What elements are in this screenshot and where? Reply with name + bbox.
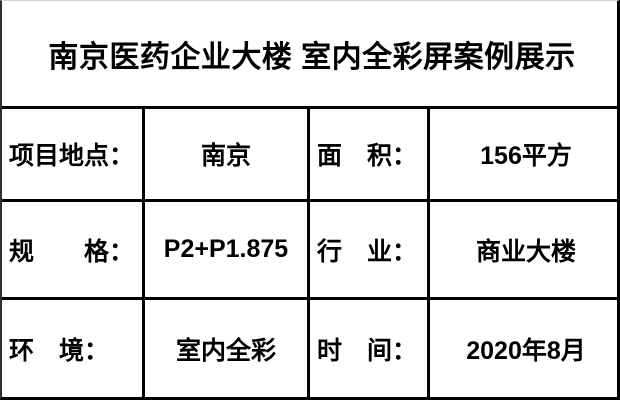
label-time: 时 间：: [307, 297, 427, 397]
label-spec: 规 格：: [2, 199, 142, 297]
value-industry: 商业大楼: [427, 199, 617, 297]
table-title: 南京医药企业大楼 室内全彩屏案例展示: [48, 40, 576, 74]
value-area: 156平方: [427, 106, 617, 199]
label-project-location: 项目地点：: [2, 106, 142, 199]
label-environment: 环 境：: [2, 297, 142, 397]
label-area: 面 积：: [307, 106, 427, 199]
label-industry: 行 业：: [307, 199, 427, 297]
value-project-location: 南京: [142, 106, 307, 199]
value-environment: 室内全彩: [142, 297, 307, 397]
value-time: 2020年8月: [427, 297, 617, 397]
value-spec: P2+P1.875: [142, 199, 307, 297]
